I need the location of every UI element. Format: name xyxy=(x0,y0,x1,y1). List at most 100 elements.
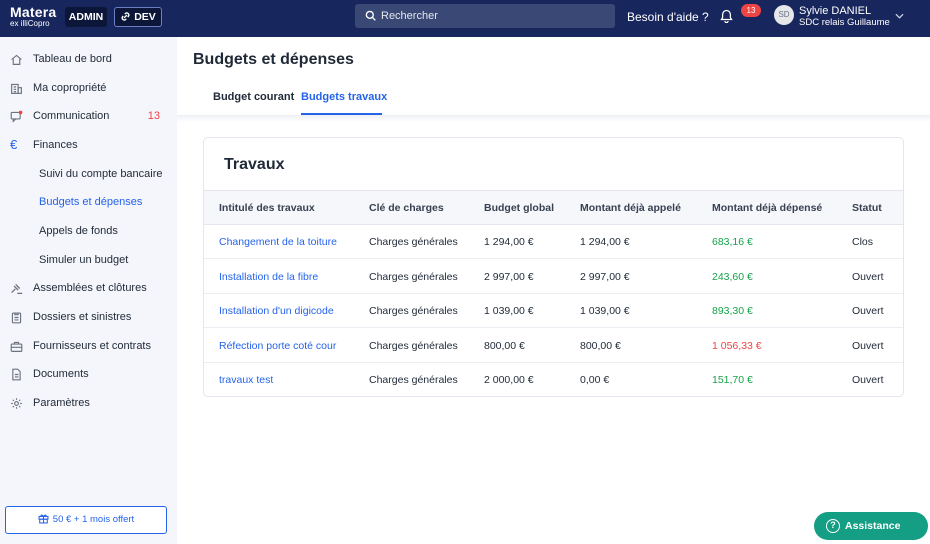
charge-key-cell: Charges générales xyxy=(369,236,458,248)
logo-title: Matera xyxy=(10,4,57,20)
communication-count-badge: 13 xyxy=(147,110,160,122)
travaux-name-link[interactable]: Installation d'un digicode xyxy=(219,305,334,317)
notification-count-badge: 13 xyxy=(741,4,761,17)
logo-subtitle: ex illiCopro xyxy=(10,19,50,28)
user-name: Sylvie DANIEL xyxy=(799,5,872,17)
table-header: Intitulé des travaux Clé de charges Budg… xyxy=(204,190,903,225)
status-cell: Ouvert xyxy=(852,305,884,317)
sidebar-item-label: Communication xyxy=(33,110,110,122)
sidebar-item-label: Dossiers et sinistres xyxy=(33,311,132,323)
top-bar: Matera ex illiCopro ADMIN DEV Rechercher… xyxy=(0,0,930,37)
sidebar-item-assemblees[interactable]: Assemblées et clôtures xyxy=(0,277,177,301)
link-icon xyxy=(121,12,130,21)
budget-cell: 800,00 € xyxy=(484,340,525,352)
briefcase-icon xyxy=(10,341,23,352)
assistance-button[interactable]: ? Assistance xyxy=(814,512,928,540)
called-amount-cell: 1 039,00 € xyxy=(580,305,630,317)
sidebar-item-label: Assemblées et clôtures xyxy=(33,282,147,294)
offer-button[interactable]: 50 € + 1 mois offert xyxy=(5,506,167,534)
home-icon xyxy=(11,54,22,65)
help-circle-icon: ? xyxy=(826,519,840,533)
help-link[interactable]: Besoin d'aide ? xyxy=(627,10,709,24)
sidebar-item-budgets[interactable]: Budgets et dépenses xyxy=(0,191,177,215)
sidebar-item-label: Budgets et dépenses xyxy=(39,196,143,208)
sidebar-item-fournisseurs[interactable]: Fournisseurs et contrats xyxy=(0,335,177,359)
avatar[interactable]: SD xyxy=(774,5,794,25)
travaux-name-link[interactable]: Installation de la fibre xyxy=(219,271,319,283)
column-header-cle: Clé de charges xyxy=(369,202,444,214)
building-icon xyxy=(11,83,22,94)
sidebar-item-label: Finances xyxy=(33,139,78,151)
charge-key-cell: Charges générales xyxy=(369,271,458,283)
dev-environment-button[interactable]: DEV xyxy=(114,7,162,27)
chevron-down-icon[interactable] xyxy=(895,13,904,19)
called-amount-cell: 0,00 € xyxy=(580,374,610,386)
search-input[interactable]: Rechercher xyxy=(355,4,615,28)
sidebar-item-bank-account[interactable]: Suivi du compte bancaire xyxy=(0,163,177,187)
tab-bar-shadow xyxy=(177,116,930,122)
sidebar-item-label: Suivi du compte bancaire xyxy=(39,168,163,180)
sidebar-item-label: Paramètres xyxy=(33,397,90,409)
travaux-name-link[interactable]: Changement de la toiture xyxy=(219,236,337,248)
table-row: Réfection porte coté cour Charges généra… xyxy=(204,329,903,363)
called-amount-cell: 2 997,00 € xyxy=(580,271,630,283)
status-cell: Ouvert xyxy=(852,340,884,352)
sidebar-item-copropriete[interactable]: Ma copropriété xyxy=(0,77,177,101)
sidebar-item-dashboard[interactable]: Tableau de bord xyxy=(0,48,177,72)
budget-cell: 1 039,00 € xyxy=(484,305,534,317)
sidebar-item-parametres[interactable]: Paramètres xyxy=(0,392,177,416)
spent-amount-cell: 1 056,33 € xyxy=(712,340,762,352)
gift-icon xyxy=(38,514,49,524)
admin-badge[interactable]: ADMIN xyxy=(65,7,107,27)
travaux-card: Travaux Intitulé des travaux Clé de char… xyxy=(203,137,904,397)
budget-cell: 2 000,00 € xyxy=(484,374,534,386)
tab-budgets-travaux[interactable]: Budgets travaux xyxy=(301,91,388,103)
tab-bar: Budget courant Budgets travaux xyxy=(177,84,930,116)
table-row: Changement de la toiture Charges général… xyxy=(204,225,903,259)
sidebar-item-label: Ma copropriété xyxy=(33,82,107,94)
travaux-name-link[interactable]: Réfection porte coté cour xyxy=(219,340,337,352)
budget-cell: 2 997,00 € xyxy=(484,271,534,283)
dev-label: DEV xyxy=(134,11,156,23)
column-header-appele: Montant déjà appelé xyxy=(580,202,681,214)
column-header-depense: Montant déjà dépensé xyxy=(712,202,823,214)
called-amount-cell: 800,00 € xyxy=(580,340,621,352)
table-row: Installation de la fibre Charges général… xyxy=(204,260,903,294)
offer-label: 50 € + 1 mois offert xyxy=(52,514,135,525)
sidebar-item-communication[interactable]: Communication 13 xyxy=(0,105,177,129)
sidebar-item-simulate-budget[interactable]: Simuler un budget xyxy=(0,249,177,273)
column-header-statut: Statut xyxy=(852,202,882,214)
spent-amount-cell: 151,70 € xyxy=(712,374,753,386)
bell-icon xyxy=(720,9,733,24)
sidebar-item-label: Tableau de bord xyxy=(33,53,112,65)
table-row: travaux test Charges générales 2 000,00 … xyxy=(204,363,903,396)
sidebar-item-appels-de-fonds[interactable]: Appels de fonds xyxy=(0,220,177,244)
sidebar-item-dossiers[interactable]: Dossiers et sinistres xyxy=(0,306,177,330)
notifications-button[interactable] xyxy=(720,9,733,28)
budget-cell: 1 294,00 € xyxy=(484,236,534,248)
sidebar: Tableau de bord Ma copropriété Communica… xyxy=(0,37,177,544)
message-icon xyxy=(10,110,23,123)
active-tab-indicator xyxy=(301,113,382,115)
page-title: Budgets et dépenses xyxy=(193,51,354,68)
sidebar-item-label: Appels de fonds xyxy=(39,225,118,237)
search-placeholder: Rechercher xyxy=(381,10,438,22)
table-row: Installation d'un digicode Charges génér… xyxy=(204,294,903,328)
sidebar-item-label: Simuler un budget xyxy=(39,254,129,266)
user-role: SDC relais Guillaume xyxy=(799,17,890,28)
app-logo[interactable]: Matera ex illiCopro xyxy=(10,5,56,28)
sidebar-item-label: Fournisseurs et contrats xyxy=(33,340,151,352)
status-cell: Clos xyxy=(852,236,874,248)
user-menu[interactable]: Sylvie DANIEL SDC relais Guillaume xyxy=(799,6,890,28)
travaux-name-link[interactable]: travaux test xyxy=(219,374,274,386)
card-title: Travaux xyxy=(224,156,285,173)
status-cell: Ouvert xyxy=(852,271,884,283)
spent-amount-cell: 243,60 € xyxy=(712,271,753,283)
sidebar-item-documents[interactable]: Documents xyxy=(0,363,177,387)
tab-budget-courant[interactable]: Budget courant xyxy=(213,91,295,103)
sidebar-item-finances[interactable]: € Finances xyxy=(0,134,177,158)
charge-key-cell: Charges générales xyxy=(369,305,458,317)
charge-key-cell: Charges générales xyxy=(369,340,458,352)
assistance-label: Assistance xyxy=(845,520,901,532)
gavel-icon xyxy=(11,283,23,295)
